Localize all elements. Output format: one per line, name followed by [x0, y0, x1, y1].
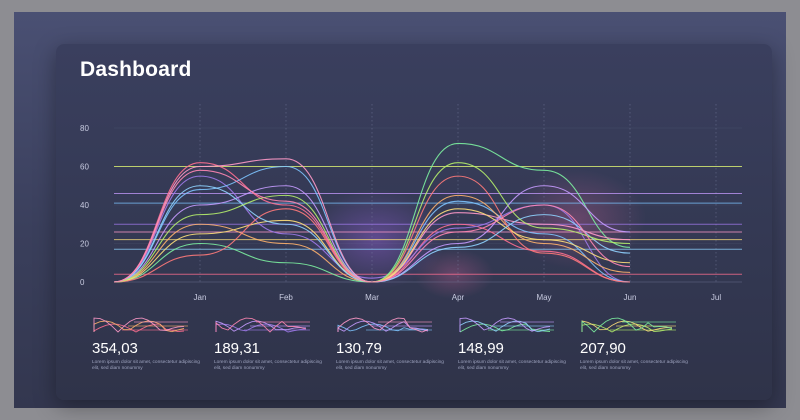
sparkline-series: [581, 317, 673, 333]
sparkline-series: [215, 317, 307, 333]
x-tick-label: May: [536, 293, 551, 302]
y-tick-label: 40: [80, 201, 89, 210]
sparkline-series: [93, 320, 185, 333]
stat-value: 207,90: [580, 340, 626, 357]
sparkline-series: [93, 323, 185, 333]
sparkline-chart: [93, 317, 188, 333]
y-tick-label: 0: [80, 278, 85, 287]
sparkline-chart: [459, 317, 554, 333]
series-line: [113, 169, 631, 283]
sparkline-chart: [215, 317, 310, 333]
series-line: [113, 142, 631, 283]
sparkline-chart: [337, 317, 432, 333]
stat-description: Lorem ipsum dolor sit amet, consectetur …: [214, 360, 322, 371]
dashboard-panel: Dashboard 0 20 40 60 80 Jan Feb Mar Apr May Jun Ju…: [56, 44, 772, 400]
x-tick-label: Jan: [194, 293, 207, 302]
chart-glow: [506, 169, 646, 269]
sparkline-series: [337, 320, 429, 332]
sparkline-series: [215, 323, 307, 333]
x-tick-label: Jun: [624, 293, 637, 302]
y-tick-label: 80: [80, 124, 89, 133]
stat-description: Lorem ipsum dolor sit amet, consectetur …: [92, 360, 200, 371]
sparkline-series: [337, 323, 429, 332]
page-title: Dashboard: [80, 58, 192, 81]
stat-value: 130,79: [336, 340, 382, 357]
main-line-chart: 0 20 40 60 80 Jan Feb Mar Apr May Jun Jul: [80, 104, 742, 302]
stat-value: 189,31: [214, 340, 260, 357]
stat-value: 354,03: [92, 340, 138, 357]
stat-description: Lorem ipsum dolor sit amet, consectetur …: [580, 360, 688, 371]
sparkline-series: [93, 317, 185, 333]
sparkline-series: [581, 320, 672, 332]
stat-value: 148,99: [458, 340, 504, 357]
x-tick-label: Mar: [365, 293, 379, 302]
series-line: [113, 158, 631, 283]
stat-description: Lorem ipsum dolor sit amet, consectetur …: [458, 360, 566, 371]
x-tick-label: Feb: [279, 293, 293, 302]
sparkline-series: [337, 317, 429, 333]
y-tick-label: 60: [80, 163, 89, 172]
screen-frame: Dashboard 0 20 40 60 80 Jan Feb Mar Apr May Jun Ju…: [14, 12, 786, 408]
sparkline-chart: [581, 317, 676, 333]
x-tick-label: Jul: [711, 293, 721, 302]
y-tick-label: 20: [80, 240, 89, 249]
sparkline-series: [459, 317, 551, 332]
stat-description: Lorem ipsum dolor sit amet, consectetur …: [336, 360, 444, 371]
x-tick-label: Apr: [452, 293, 465, 302]
